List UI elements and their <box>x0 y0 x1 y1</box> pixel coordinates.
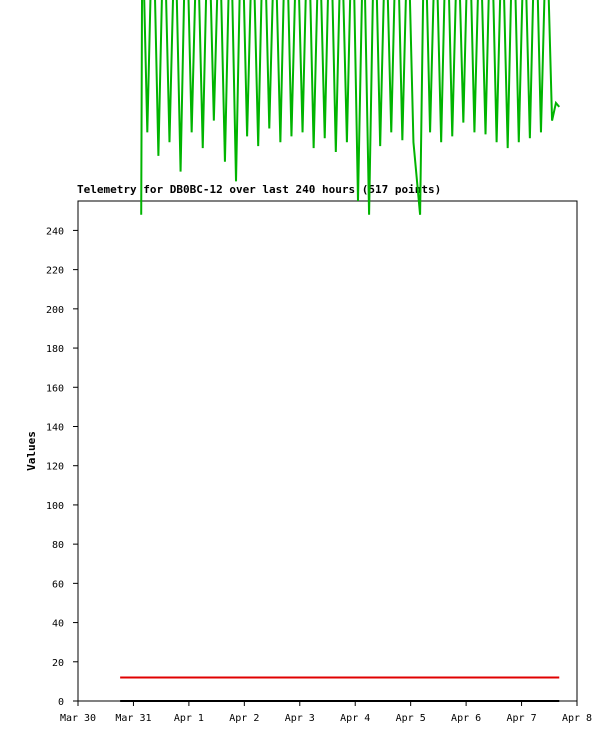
y-tick-label: 180 <box>46 344 64 355</box>
y-tick-label: 200 <box>46 305 64 316</box>
x-tick-label: Apr 6 <box>451 713 481 724</box>
y-tick-label: 120 <box>46 462 64 473</box>
data-line <box>140 0 561 215</box>
chart-title: Telemetry for DB0BC-12 over last 240 hou… <box>77 183 441 196</box>
y-axis-label: Values <box>25 431 38 471</box>
x-tick-label: Mar 30 <box>60 713 96 724</box>
y-tick-label: 160 <box>46 383 64 394</box>
x-tick-label: Mar 31 <box>115 713 151 724</box>
x-tick-label: Apr 5 <box>396 713 426 724</box>
y-tick-label: 80 <box>52 540 64 551</box>
x-tick-label: Apr 2 <box>229 713 259 724</box>
y-tick-label: 100 <box>46 501 64 512</box>
x-tick-label: Apr 1 <box>174 713 204 724</box>
y-tick-label: 60 <box>52 579 64 590</box>
x-tick-label: Apr 3 <box>285 713 315 724</box>
y-tick-label: 0 <box>58 697 64 708</box>
y-tick-label: 140 <box>46 422 64 433</box>
y-tick-label: 40 <box>52 619 64 630</box>
x-tick-label: Apr 8 <box>562 713 592 724</box>
x-tick-label: Apr 4 <box>340 713 370 724</box>
plot-frame <box>77 200 578 702</box>
x-tick-label: Apr 7 <box>507 713 537 724</box>
y-tick-label: 240 <box>46 226 64 237</box>
y-tick-label: 220 <box>46 266 64 277</box>
y-tick-label: 20 <box>52 658 64 669</box>
